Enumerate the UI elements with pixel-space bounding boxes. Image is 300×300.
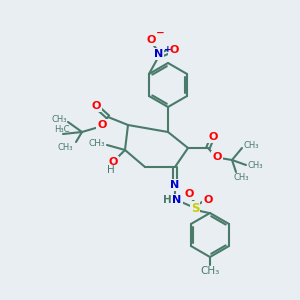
Text: CH₃: CH₃ — [89, 139, 105, 148]
Text: −: − — [156, 28, 165, 38]
Text: O: O — [169, 45, 178, 55]
Text: N: N — [154, 49, 164, 59]
Text: CH₃: CH₃ — [58, 142, 74, 152]
Text: O: O — [97, 120, 107, 130]
Text: O: O — [91, 101, 101, 111]
Text: O: O — [146, 35, 156, 45]
Text: O: O — [208, 132, 218, 142]
Text: N: N — [172, 195, 182, 205]
Text: +: + — [164, 45, 172, 54]
Text: H: H — [163, 195, 171, 205]
Text: N: N — [170, 180, 180, 190]
Text: S: S — [191, 202, 199, 214]
Text: CH₃: CH₃ — [248, 160, 263, 169]
Text: CH₃: CH₃ — [200, 266, 220, 276]
Text: CH₃: CH₃ — [244, 142, 260, 151]
Text: CH₃: CH₃ — [52, 115, 68, 124]
Text: O: O — [212, 152, 222, 162]
Text: O: O — [203, 195, 213, 205]
Text: CH₃: CH₃ — [234, 173, 250, 182]
Text: O: O — [108, 157, 118, 167]
Text: H₃C: H₃C — [54, 125, 70, 134]
Text: H: H — [107, 165, 115, 175]
Text: O: O — [184, 189, 194, 199]
